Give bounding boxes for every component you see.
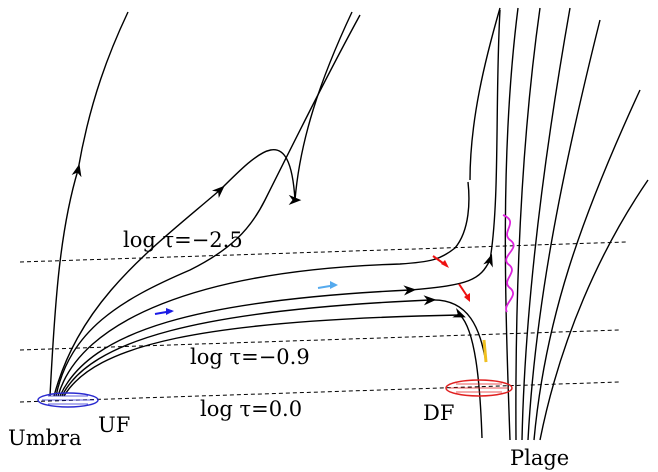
plage-field-lines	[469, 7, 649, 441]
field-line-plage-5	[527, 19, 601, 441]
field-line-plage-4	[521, 7, 571, 441]
df-footpoint	[445, 379, 513, 397]
flow-arrow-red-2-head	[464, 293, 470, 302]
flow-arrow-blue-head	[166, 308, 174, 315]
field-line-umbra-5	[59, 9, 501, 397]
label-tau-low: log τ=0.0	[200, 397, 302, 421]
wave-magenta	[502, 214, 515, 313]
field-line-umbra-1	[49, 11, 129, 397]
flow-arrow-yellow	[482, 339, 488, 363]
uf-footpoint	[37, 392, 99, 408]
tau-level-mid-line	[19, 329, 621, 351]
field-line-plage-2	[504, 7, 519, 441]
field-line-umbra-3	[55, 14, 361, 397]
label-uf: UF	[98, 413, 130, 437]
field-line-umbra-2	[53, 11, 353, 397]
field-line-umbra-6	[61, 295, 487, 397]
field-line-plage-7	[539, 179, 649, 441]
label-umbra: Umbra	[8, 426, 82, 450]
umbral-field-lines	[49, 9, 501, 439]
field-line-plage-6	[533, 89, 641, 441]
field-line-umbra-4	[57, 181, 470, 397]
tau-level-low-line	[19, 381, 621, 403]
label-tau-mid: log τ=−0.9	[190, 345, 310, 369]
tau-level-high-line	[19, 241, 627, 263]
label-tau-high: log τ=−2.5	[123, 228, 243, 252]
field-line-plage-1	[469, 7, 501, 181]
flow-arrow-red-1-head	[441, 260, 449, 268]
field-line-umbra-7	[63, 307, 483, 439]
field-line-plage-3	[515, 7, 541, 441]
label-plage: Plage	[510, 446, 569, 470]
flow-arrow-lightblue-head	[330, 281, 338, 289]
label-df: DF	[423, 401, 454, 425]
